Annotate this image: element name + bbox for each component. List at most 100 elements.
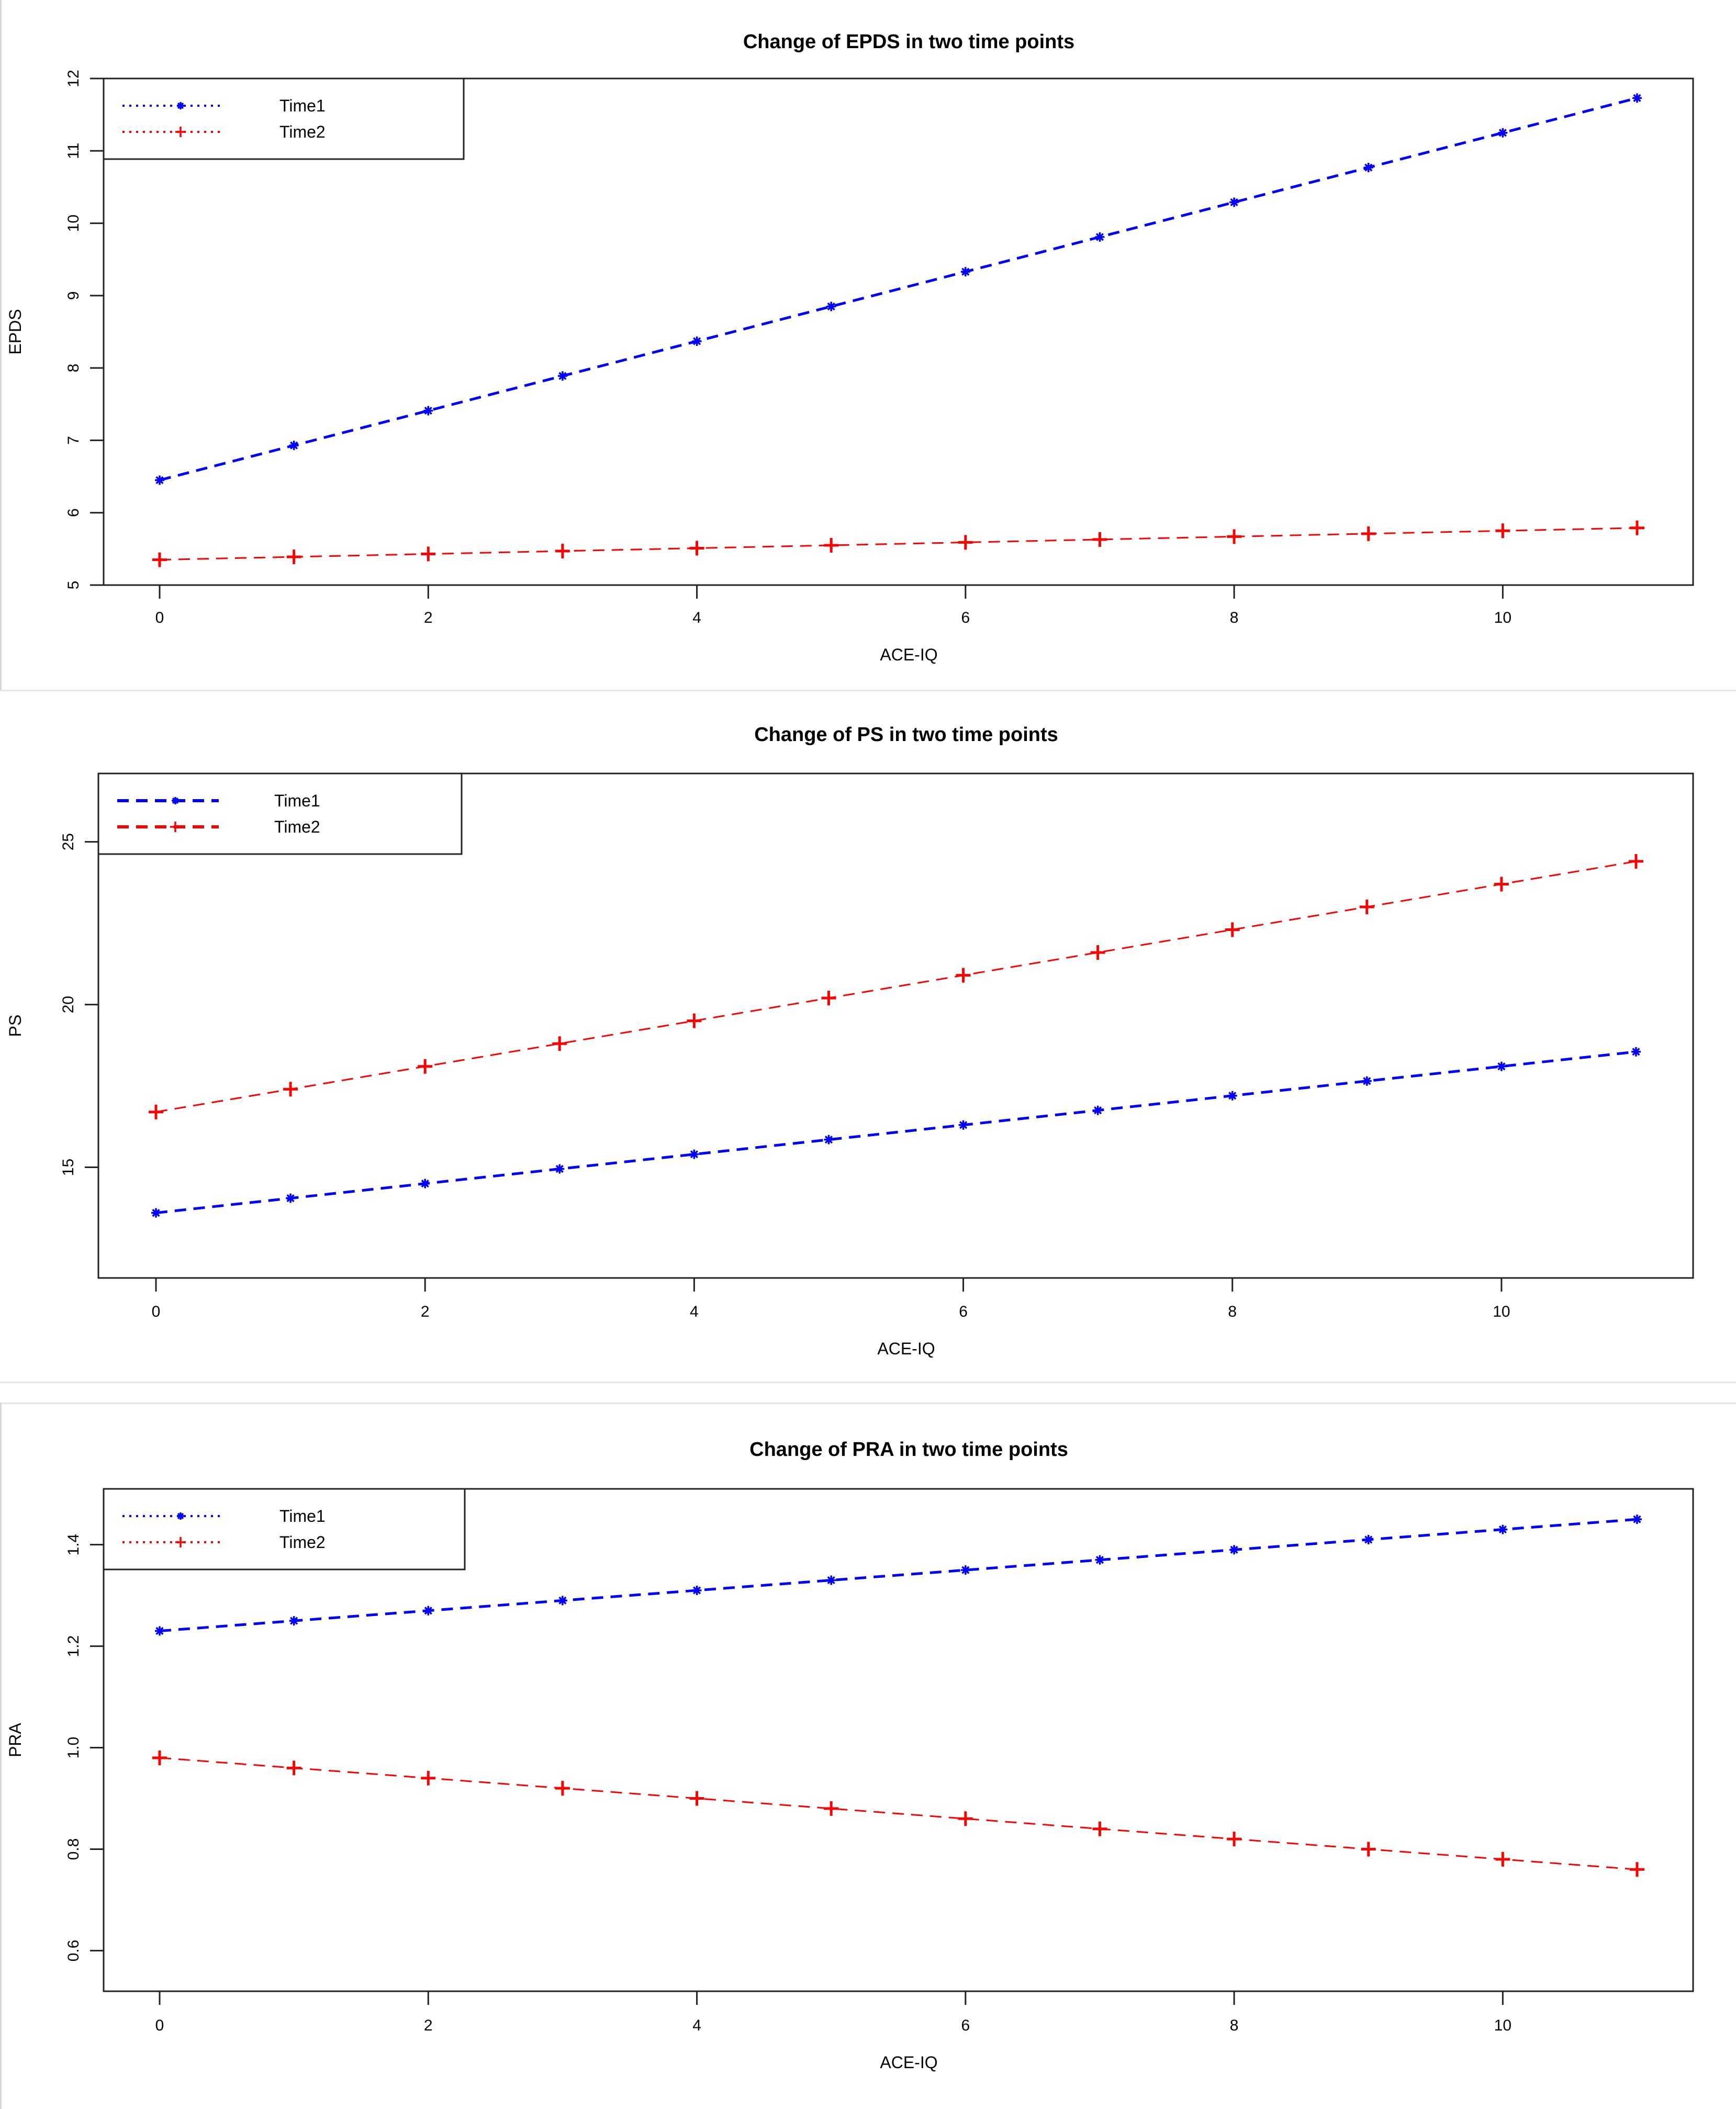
data-point-time1 bbox=[1363, 1534, 1373, 1544]
data-point-time1 bbox=[555, 1164, 565, 1174]
x-tick-label: 2 bbox=[424, 2017, 433, 2034]
chart-ps: Change of PS in two time points 0 2 4 6 8 10 15… bbox=[6, 724, 1694, 1358]
data-point-time1 bbox=[557, 1596, 567, 1606]
data-point-time2 bbox=[1494, 877, 1509, 892]
data-point-time2 bbox=[1630, 1862, 1644, 1877]
data-point-time2 bbox=[958, 1811, 973, 1826]
data-point-time1 bbox=[1095, 232, 1105, 242]
data-point-time1 bbox=[826, 301, 836, 311]
data-point-time1 bbox=[960, 267, 970, 277]
series-line-time1 bbox=[159, 1518, 1638, 1633]
x-tick-label: 8 bbox=[1230, 2017, 1239, 2034]
data-point-time2 bbox=[689, 541, 704, 556]
data-point-time1 bbox=[692, 1585, 702, 1595]
legend-label: Time2 bbox=[279, 122, 326, 141]
y-tick-label: 7 bbox=[65, 436, 82, 445]
data-point-time1 bbox=[1363, 163, 1373, 173]
data-point-time1 bbox=[1229, 197, 1239, 207]
y-tick-label: 0.8 bbox=[65, 1838, 82, 1860]
data-point-time1 bbox=[1496, 1061, 1506, 1071]
x-tick-label: 0 bbox=[155, 609, 164, 626]
data-point-time1 bbox=[286, 1193, 296, 1203]
data-point-time2 bbox=[1092, 1821, 1107, 1836]
x-axis-label: ACE-IQ bbox=[880, 2053, 937, 2072]
data-point-time2 bbox=[687, 1013, 702, 1028]
y-tick-label: 5 bbox=[65, 581, 82, 590]
data-point-time2 bbox=[286, 549, 301, 565]
data-point-time1 bbox=[689, 1149, 699, 1159]
data-point-time1 bbox=[151, 1208, 161, 1218]
legend-label: Time1 bbox=[274, 791, 320, 810]
panel-divider bbox=[0, 690, 1736, 691]
data-point-time2 bbox=[152, 552, 167, 567]
x-tick-label: 6 bbox=[961, 609, 970, 626]
series-line-time2 bbox=[159, 1757, 1638, 1870]
data-point-time2 bbox=[1225, 922, 1240, 937]
data-point-time1 bbox=[1498, 128, 1508, 138]
x-tick-label: 0 bbox=[152, 1303, 161, 1320]
data-point-time1 bbox=[423, 406, 433, 416]
y-tick-label: 20 bbox=[60, 996, 77, 1013]
data-point-time1 bbox=[692, 336, 702, 346]
legend-label: Time1 bbox=[279, 1507, 326, 1525]
data-point-time1 bbox=[826, 1575, 836, 1585]
data-point-time1 bbox=[1631, 1047, 1641, 1057]
y-tick-label: 1.2 bbox=[65, 1635, 82, 1657]
y-axis-label: PS bbox=[6, 1015, 25, 1037]
legend-box bbox=[103, 77, 465, 160]
y-tick-label: 25 bbox=[60, 833, 77, 850]
y-tick-label: 15 bbox=[60, 1159, 77, 1176]
data-point-time1 bbox=[1498, 1524, 1508, 1534]
y-axis-label: EPDS bbox=[6, 309, 25, 354]
data-point-time1 bbox=[958, 1120, 968, 1130]
legend-marker bbox=[175, 1537, 186, 1547]
data-point-time2 bbox=[421, 546, 436, 562]
data-point-time2 bbox=[1092, 532, 1107, 547]
data-point-time1 bbox=[1632, 93, 1642, 103]
chart-epds: Change of EPDS in two time points 0 2 4 6 8 10… bbox=[6, 31, 1694, 664]
legend-box bbox=[97, 772, 463, 855]
data-point-time1 bbox=[423, 1606, 433, 1616]
x-tick-label: 10 bbox=[1494, 609, 1511, 626]
data-point-time1 bbox=[557, 371, 567, 381]
legend-label: Time1 bbox=[279, 96, 326, 115]
data-point-time2 bbox=[1495, 1852, 1510, 1867]
data-point-time2 bbox=[1361, 1842, 1376, 1857]
y-axis-label: PRA bbox=[6, 1722, 25, 1757]
series-line-time1 bbox=[155, 1050, 1637, 1215]
x-tick-label: 8 bbox=[1228, 1303, 1237, 1320]
chart-pra: Change of PRA in two time points 0 2 4 6 8 10 0… bbox=[6, 1439, 1694, 2072]
y-tick-label: 9 bbox=[65, 291, 82, 300]
plot-frame bbox=[103, 77, 1694, 586]
data-point-time1 bbox=[289, 1616, 299, 1626]
data-point-time1 bbox=[1229, 1545, 1239, 1555]
data-point-time2 bbox=[1227, 1832, 1242, 1847]
legend-marker bbox=[170, 822, 181, 832]
y-tick-label: 10 bbox=[65, 215, 82, 232]
data-point-time2 bbox=[1495, 523, 1510, 539]
data-point-time2 bbox=[418, 1059, 433, 1074]
data-point-time2 bbox=[149, 1104, 163, 1119]
series-line-time2 bbox=[155, 860, 1637, 1113]
x-tick-label: 6 bbox=[959, 1303, 968, 1320]
data-point-time2 bbox=[555, 1781, 570, 1796]
chart-title: Change of EPDS in two time points bbox=[743, 31, 1074, 53]
data-point-time1 bbox=[960, 1565, 970, 1575]
data-point-time2 bbox=[1227, 529, 1242, 544]
x-tick-label: 10 bbox=[1493, 1303, 1510, 1320]
data-point-time2 bbox=[824, 537, 839, 553]
data-point-time2 bbox=[283, 1082, 298, 1097]
data-point-time2 bbox=[555, 544, 570, 559]
x-tick-label: 8 bbox=[1230, 609, 1239, 626]
legend-marker bbox=[177, 102, 184, 109]
data-point-time1 bbox=[1095, 1555, 1105, 1565]
data-point-time1 bbox=[824, 1135, 834, 1145]
data-point-time2 bbox=[286, 1760, 301, 1776]
data-point-time2 bbox=[421, 1770, 436, 1786]
y-tick-label: 1.4 bbox=[65, 1534, 82, 1556]
data-point-time2 bbox=[152, 1750, 167, 1765]
data-point-time1 bbox=[1093, 1105, 1103, 1115]
data-point-time1 bbox=[1632, 1515, 1642, 1524]
x-tick-label: 0 bbox=[155, 2017, 164, 2034]
